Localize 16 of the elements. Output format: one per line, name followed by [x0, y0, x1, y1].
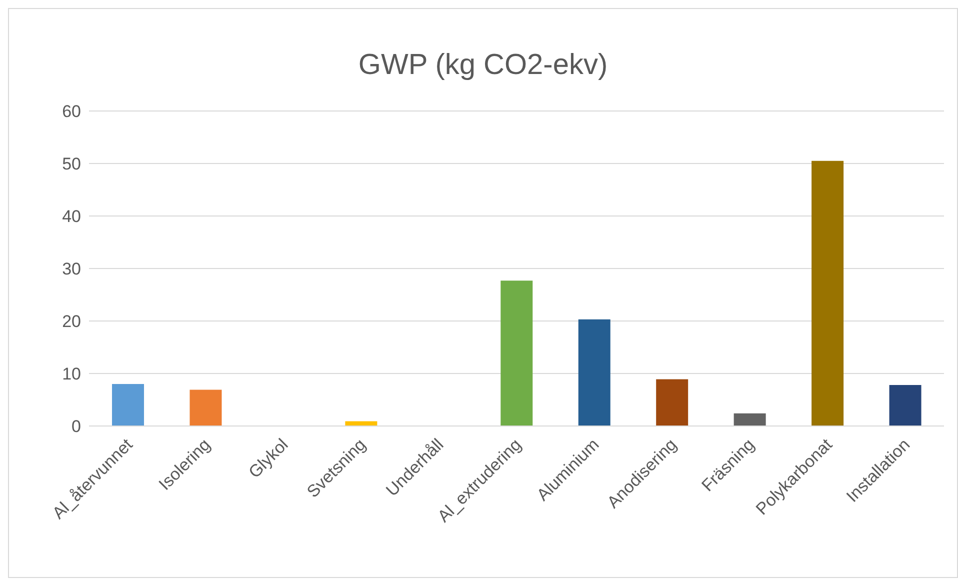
bar [734, 413, 766, 426]
y-tick-label: 20 [62, 312, 81, 332]
bar [190, 390, 222, 426]
bar [656, 379, 688, 426]
y-tick-label: 50 [62, 154, 81, 174]
y-tick-label: 0 [72, 417, 81, 436]
y-tick-label: 60 [62, 102, 81, 122]
chart-title: GWP (kg CO2-ekv) [357, 49, 609, 82]
bar [112, 384, 144, 426]
bar [500, 280, 533, 426]
bar [578, 319, 610, 426]
y-tick-label: 30 [62, 260, 81, 279]
bar [889, 385, 922, 426]
bar [812, 160, 844, 426]
y-tick-label: 10 [62, 364, 81, 384]
y-tick-label: 40 [62, 207, 81, 226]
